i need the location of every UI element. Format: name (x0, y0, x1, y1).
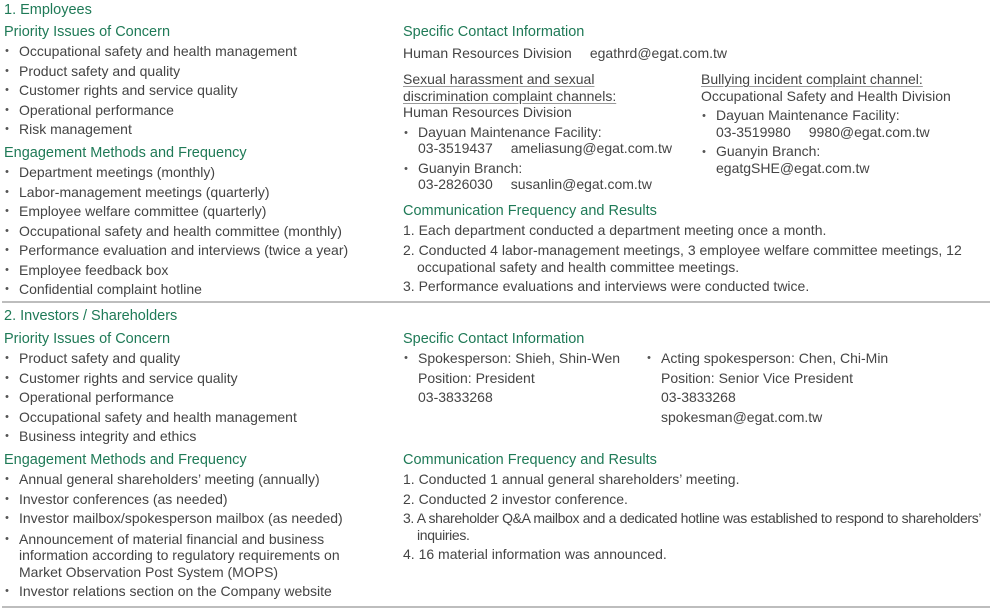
priority-heading: Priority Issues of Concern (4, 331, 171, 347)
investors-engagement: Engagement Methods and Frequency Annual … (0, 450, 379, 602)
acting-spokesperson: Acting spokesperson: Chen, Chi-Min Posit… (642, 349, 946, 427)
investors-priority: Priority Issues of Concern Product safet… (0, 329, 384, 447)
list-item: Acting spokesperson: Chen, Chi-Min Posit… (642, 349, 946, 427)
list-item: Performance evaluation and interviews (t… (0, 241, 384, 261)
engagement-heading: Engagement Methods and Frequency (4, 145, 247, 161)
result-item: 1. Conducted 1 annual general shareholde… (403, 471, 740, 487)
bullying-channel: Bullying incident complaint channel: Occ… (697, 71, 996, 176)
email[interactable]: egatgSHE@egat.com.tw (716, 159, 870, 176)
priority-heading: Priority Issues of Concern (4, 24, 171, 40)
list-item: Employee feedback box (0, 261, 384, 281)
list-item: Occupational safety and health managemen… (0, 408, 384, 428)
spokesperson-position: Position: President (418, 369, 535, 386)
list-item: Occupational safety and health managemen… (0, 42, 384, 62)
list-item: Spokesperson: Shieh, Shin-Wen Position: … (399, 349, 643, 408)
harassment-title: discrimination complaint channels: (403, 87, 617, 104)
list-item: Customer rights and service quality (0, 81, 384, 101)
result-item: 2. Conducted 2 investor conference. (403, 490, 628, 507)
bullying-division: Occupational Safety and Health Division (701, 87, 951, 104)
acting-position: Position: Senior Vice President (661, 369, 853, 386)
list-item: Confidential complaint hotline (0, 280, 384, 300)
list-item: Dayuan Maintenance Facility: 03-3519980 9… (697, 107, 996, 140)
contact-heading: Specific Contact Information (403, 331, 585, 347)
spokesperson: Spokesperson: Shieh, Shin-Wen Position: … (399, 349, 643, 408)
section-title-employees: 1. Employees (4, 2, 92, 18)
engagement-heading: Engagement Methods and Frequency (4, 452, 247, 468)
phone: 03-3519980 (716, 123, 791, 140)
acting-email[interactable]: spokesman@egat.com.tw (661, 408, 823, 425)
list-item: Guanyin Branch: egatgSHE@egat.com.tw (697, 143, 996, 176)
employees-priority: Priority Issues of Concern Occupational … (0, 22, 384, 140)
email[interactable]: 9980@egat.com.tw (808, 123, 930, 140)
results-heading: Communication Frequency and Results (403, 203, 657, 219)
acting-name: Acting spokesperson: Chen, Chi-Min (661, 350, 889, 366)
list-item: Annual general shareholders’ meeting (an… (0, 470, 379, 490)
result-item: 4. 16 material information was announced… (403, 546, 667, 562)
spokesperson-phone: 03-3833268 (418, 389, 493, 405)
contact-heading: Specific Contact Information (403, 24, 585, 40)
acting-phone: 03-3833268 (661, 389, 736, 405)
harassment-title: Sexual harassment and sexual (403, 71, 595, 87)
list-item: Operational performance (0, 101, 384, 121)
section-divider (2, 301, 990, 303)
result-item: 3. A shareholder Q&A mailbox and a dedic… (403, 510, 981, 543)
result-item: 1. Each department conducted a departmen… (403, 222, 827, 238)
list-item: Investor mailbox/spokesperson mailbox (a… (0, 509, 379, 529)
email[interactable]: susanlin@egat.com.tw (510, 176, 652, 192)
spokesperson-name: Spokesperson: Shieh, Shin-Wen (418, 350, 621, 366)
list-item: Announcement of material financial and b… (0, 531, 379, 581)
facility-name: Dayuan Maintenance Facility: (418, 123, 602, 140)
list-item: Employee welfare committee (quarterly) (0, 202, 384, 222)
phone: 03-2826030 (418, 176, 493, 192)
contact-division: Human Resources Division (403, 45, 572, 61)
employees-results: Communication Frequency and Results 1. E… (403, 201, 993, 296)
list-item: Product safety and quality (0, 62, 384, 82)
list-item: Business integrity and ethics (0, 427, 384, 447)
employees-engagement: Engagement Methods and Frequency Departm… (0, 143, 384, 300)
section-title-investors: 2. Investors / Shareholders (4, 308, 178, 324)
list-item: Risk management (0, 120, 384, 140)
list-item: Investor conferences (as needed) (0, 490, 379, 510)
list-item: Labor-management meetings (quarterly) (0, 183, 384, 203)
employees-contact: Specific Contact Information Human Resou… (403, 22, 993, 64)
list-item: Operational performance (0, 388, 384, 408)
list-item: Investor relations section on the Compan… (0, 582, 379, 602)
result-item: 2. Conducted 4 labor-management meetings… (403, 241, 962, 275)
facility-name: Guanyin Branch: (418, 159, 523, 176)
investors-results: Communication Frequency and Results 1. C… (403, 450, 998, 565)
list-item: Department meetings (monthly) (0, 163, 384, 183)
list-item: Customer rights and service quality (0, 369, 384, 389)
contact-email[interactable]: egathrd@egat.com.tw (589, 45, 728, 61)
list-item: Guanyin Branch: 03-2826030 susanlin@egat.… (399, 159, 693, 193)
bullying-title: Bullying incident complaint channel: (701, 71, 923, 87)
section-divider (2, 606, 990, 608)
facility-name: Dayuan Maintenance Facility: (716, 107, 900, 123)
facility-name: Guanyin Branch: (716, 143, 821, 159)
result-item: 3. Performance evaluations and interview… (403, 277, 810, 294)
email[interactable]: ameliasung@egat.com.tw (510, 140, 673, 156)
results-heading: Communication Frequency and Results (403, 452, 657, 468)
list-item: Dayuan Maintenance Facility: 03-3519437 a… (399, 123, 693, 157)
phone: 03-3519437 (418, 140, 493, 156)
harassment-division: Human Resources Division (403, 104, 572, 120)
harassment-channel: Sexual harassment and sexual discriminat… (399, 71, 693, 193)
list-item: Product safety and quality (0, 349, 384, 369)
list-item: Occupational safety and health committee… (0, 222, 384, 242)
